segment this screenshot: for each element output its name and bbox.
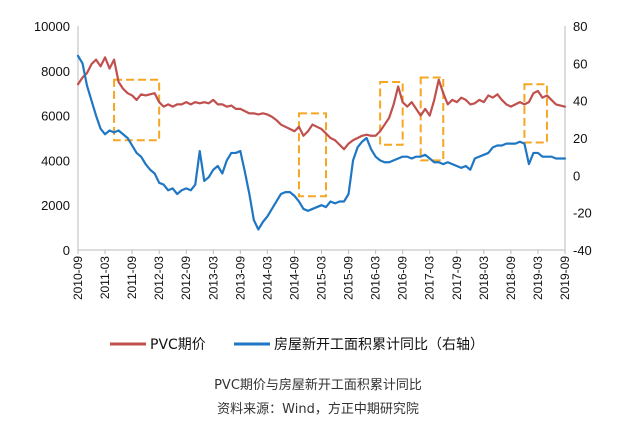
x-tick-label: 2016-03 (369, 256, 383, 300)
x-tick-label: 2013-09 (233, 256, 247, 300)
series-line-housing (76, 54, 567, 231)
x-tick-label: 2011-03 (98, 256, 112, 299)
x-tick-label: 2017-09 (450, 256, 464, 300)
x-tick-label: 2019-09 (558, 256, 572, 300)
right-tick-label: 20 (573, 131, 587, 146)
right-tick-label: 0 (573, 168, 580, 183)
x-tick-label: 2011-09 (125, 256, 139, 299)
x-tick-label: 2013-03 (206, 256, 220, 300)
highlight-box (379, 81, 404, 146)
legend-label-housing: 房屋新开工面积累计同比（右轴） (274, 337, 484, 353)
left-tick-label: 8000 (41, 64, 70, 79)
figure-source: 资料来源：Wind，方正中期研究院 (217, 402, 419, 417)
left-tick-label: 10000 (34, 19, 70, 34)
right-tick-label: 40 (573, 94, 587, 109)
highlight-box (523, 83, 548, 144)
series-layer (76, 54, 567, 231)
highlight-box (113, 78, 161, 142)
x-tick-label: 2015-09 (342, 256, 356, 300)
right-tick-label: -20 (573, 206, 592, 221)
x-tick-label: 2012-09 (179, 256, 193, 300)
highlight-boxes (113, 76, 548, 198)
left-tick-label: 2000 (41, 198, 70, 213)
x-tick-label: 2016-09 (396, 256, 410, 300)
right-tick-label: 80 (573, 19, 587, 34)
figure-caption: PVC期价与房屋新开工面积累计同比 (214, 378, 422, 393)
left-tick-label: 0 (63, 243, 70, 258)
plot-area (77, 26, 566, 251)
x-tick-label: 2018-03 (477, 256, 491, 300)
x-tick-label: 2012-03 (152, 256, 166, 300)
highlight-box (297, 112, 328, 198)
left-tick-label: 4000 (41, 153, 70, 168)
x-tick-label: 2014-03 (260, 256, 274, 300)
right-tick-label: 60 (573, 56, 587, 71)
legend-label-pvc: PVC期价 (150, 337, 206, 353)
left-axis-ticks: 0 2000 4000 6000 8000 10000 (34, 19, 70, 258)
x-tick-label: 2014-09 (287, 256, 301, 300)
right-axis-ticks: -40 -20 0 20 40 60 80 (573, 19, 592, 258)
right-tick-label: -40 (573, 243, 592, 258)
x-tick-label: 2018-09 (504, 256, 518, 300)
x-axis-ticks: 2010-09 2011-03 2011-09 2012-03 2012-09 2013-… (71, 250, 572, 300)
x-tick-label: 2019-03 (531, 256, 545, 300)
series-line-pvc (76, 56, 567, 151)
left-tick-label: 6000 (41, 109, 70, 124)
legend: PVC期价 房屋新开工面积累计同比（右轴） (110, 337, 484, 353)
x-tick-label: 2017-03 (423, 256, 437, 300)
x-tick-label: 2015-03 (315, 256, 329, 300)
x-tick-label: 2010-09 (71, 256, 85, 300)
chart-svg: 0 2000 4000 6000 8000 10000 -40 -20 0 20 40 60 80 2… (34, 19, 592, 353)
highlight-box (419, 76, 445, 162)
